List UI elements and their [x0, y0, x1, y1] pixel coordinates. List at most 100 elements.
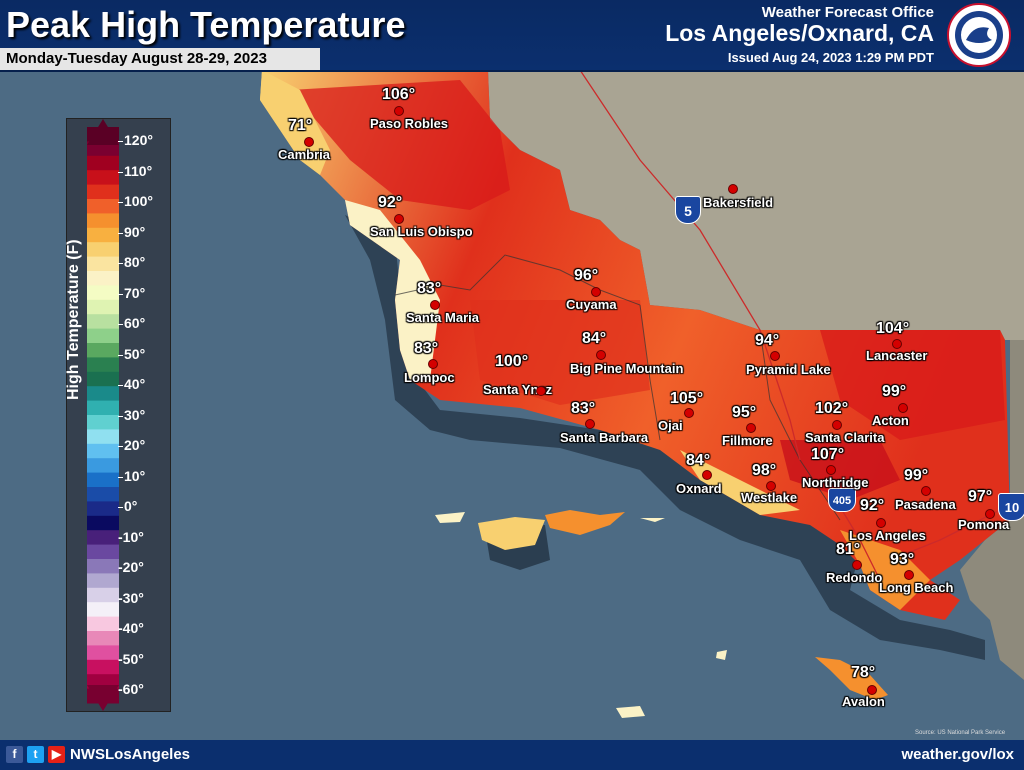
- island-san-miguel: [435, 512, 465, 523]
- legend-swatch: [87, 515, 119, 531]
- legend-swatch: [87, 371, 119, 387]
- legend-swatch: [87, 328, 119, 344]
- station-dot: [770, 351, 780, 361]
- twitter-icon[interactable]: t: [27, 746, 44, 763]
- legend-tick-label: 110°: [124, 162, 153, 179]
- legend-tick-mark: [118, 171, 123, 173]
- station-dot: [394, 106, 404, 116]
- island-santa-cruz: [545, 510, 625, 535]
- temperature-legend: [66, 118, 171, 712]
- interstate-10-shield: 10: [998, 493, 1024, 521]
- legend-tick-mark: [118, 354, 123, 356]
- map-subtitle: Monday-Tuesday August 28-29, 2023: [6, 50, 267, 67]
- legend-tick-label: -30°: [118, 589, 144, 606]
- station-temp: 92°: [860, 497, 885, 514]
- cool-coast-central: [345, 200, 440, 380]
- header-banner: Peak High Temperature Monday-Tuesday Aug…: [0, 0, 1024, 72]
- legend-swatch: [87, 285, 119, 301]
- station-dot: [596, 350, 606, 360]
- station-dot: [304, 137, 314, 147]
- station-dot: [728, 184, 738, 194]
- legend-tick-label: 120°: [124, 132, 153, 148]
- interstate-5-shield: 5: [675, 196, 701, 224]
- terrain-southeast: [960, 340, 1024, 680]
- legend-tick-mark: [118, 202, 123, 203]
- legend-swatch: [87, 559, 119, 574]
- station-temp: 94°: [755, 332, 780, 349]
- station-temp: 95°: [732, 404, 757, 421]
- map-title: Peak High Temperature: [6, 4, 406, 45]
- legend-swatch: [87, 443, 119, 459]
- station-name: Santa Clarita: [805, 430, 885, 445]
- station-name: Pasadena: [895, 497, 956, 512]
- station-name: Bakersfield: [703, 195, 774, 210]
- cool-coast-south: [680, 450, 800, 515]
- station-dot: [867, 685, 877, 695]
- station-name: Santa Ynez: [483, 382, 553, 397]
- station-temp: 78°: [851, 664, 876, 681]
- station-dot: [852, 560, 862, 570]
- legend-swatch: [87, 487, 119, 502]
- station-name: Paso Robles: [370, 116, 449, 131]
- legend-tick-label: 40°: [124, 376, 146, 392]
- station-temp: 83°: [417, 280, 442, 297]
- station-temp: 92°: [378, 194, 403, 211]
- legend-tick-label: 50°: [124, 345, 146, 362]
- station-temp: 105°: [670, 390, 704, 407]
- legend-bottom-arrow: [87, 685, 119, 711]
- legend-swatch: [87, 155, 119, 171]
- legend-tick-label: 30°: [124, 406, 146, 423]
- hot-zone-sfv: [780, 440, 900, 500]
- legend-tick-mark: [118, 385, 123, 386]
- legend-tick-label: -10°: [118, 528, 144, 545]
- legend-swatch: [87, 184, 119, 200]
- station-name: Avalon: [842, 694, 885, 709]
- legend-swatch: [87, 501, 119, 517]
- legend-tick-mark: [118, 263, 123, 264]
- station-name: Fillmore: [722, 433, 773, 448]
- legend-tick-mark: [118, 141, 123, 142]
- station-name: Long Beach: [879, 580, 954, 595]
- island-santa-barbara: [716, 650, 727, 660]
- station-temp: 104°: [876, 320, 910, 337]
- legend-tick-mark: [118, 507, 123, 508]
- footer-banner: f t ▶ NWSLosAngeles weather.gov/lox: [0, 740, 1024, 770]
- legend-swatch: [87, 199, 119, 214]
- island-anacapa: [640, 518, 665, 522]
- legend-tick-mark: [118, 415, 123, 417]
- legend-swatch: [87, 458, 119, 474]
- legend-tick-label: -50°: [118, 650, 144, 667]
- facebook-icon[interactable]: f: [6, 746, 23, 763]
- legend-tick-label: 60°: [124, 315, 146, 331]
- website-link[interactable]: weather.gov/lox: [901, 746, 1014, 763]
- legend-swatch: [87, 256, 119, 272]
- station-dot: [826, 465, 836, 475]
- youtube-icon[interactable]: ▶: [48, 746, 65, 763]
- station-dot: [892, 339, 902, 349]
- island-santa-rosa: [478, 517, 545, 550]
- station-name: Santa Barbara: [560, 430, 649, 445]
- hot-zone-santaynez: [470, 300, 650, 405]
- station-name: Westlake: [741, 490, 798, 505]
- station-name: Pomona: [958, 517, 1010, 532]
- legend-swatch: [87, 573, 119, 589]
- hot-zone-paso: [290, 80, 510, 210]
- legend-tick-mark: [118, 293, 123, 295]
- office-label: Weather Forecast Office: [761, 4, 934, 21]
- source-note: Source: US National Park Service: [915, 730, 1006, 736]
- legend-tick-label: 10°: [124, 467, 146, 484]
- nws-logo-icon: [947, 3, 1011, 67]
- subtitle-background: [0, 48, 320, 70]
- cool-coast-cambria: [260, 70, 330, 175]
- cool-coast-la: [840, 530, 930, 610]
- station-temp: 96°: [574, 267, 599, 284]
- station-dot: [876, 518, 886, 528]
- legend-tick-label: -20°: [118, 559, 144, 575]
- station-temp: 100°: [495, 353, 529, 370]
- station-dot: [430, 300, 440, 310]
- legend-tick-label: 20°: [124, 437, 146, 453]
- station-temp: 83°: [414, 340, 439, 357]
- social-handle[interactable]: NWSLosAngeles: [70, 746, 191, 763]
- legend-swatch: [87, 314, 119, 330]
- station-dot: [428, 359, 438, 369]
